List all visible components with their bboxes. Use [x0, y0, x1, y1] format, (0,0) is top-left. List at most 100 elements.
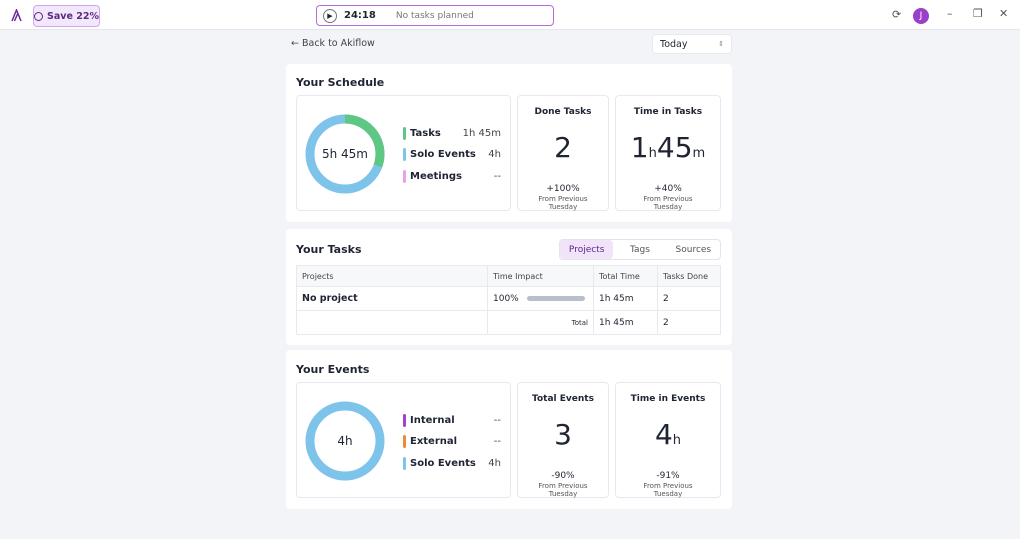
header-row: Projects Time Impact Total Time Tasks Do…: [296, 265, 721, 287]
stat-change: -90%: [551, 471, 575, 481]
tabs: Projects Tags Sources: [559, 239, 721, 260]
save-icon: [34, 11, 44, 21]
tab[interactable]: Sources: [675, 244, 712, 255]
logo[interactable]: [10, 9, 23, 22]
legend-value: 4h: [488, 457, 501, 469]
play-icon: ▶: [323, 8, 337, 23]
legend-value: --: [493, 436, 501, 447]
cell: 2: [657, 310, 721, 335]
stat-value: 4h: [616, 418, 720, 452]
header-cell: Time Impact: [487, 265, 594, 287]
cell: No project: [296, 286, 488, 311]
header-cell: Tasks Done: [657, 265, 721, 287]
timer[interactable]: ▶ 24:18 No tasks planned: [316, 5, 554, 26]
impact: 100%: [493, 293, 519, 304]
stat-card: Done Tasks 2 +100% From Previous Tuesday: [517, 95, 609, 211]
stat-card: Time in Tasks 1h45m +40% From Previous Tues…: [615, 95, 721, 211]
stat-note: From Previous Tuesday: [538, 482, 588, 498]
stat: Total Events 3 -90% From Previous Tuesday: [518, 394, 608, 498]
legend-swatch: [403, 456, 406, 470]
back-link[interactable]: ← Back to Akiflow: [291, 38, 375, 49]
stat-title: Done Tasks: [534, 107, 592, 117]
sync-button[interactable]: ⟳: [892, 8, 902, 21]
cell: [296, 310, 488, 335]
legend-item: Meetings --: [403, 169, 501, 183]
donut-label: 5h 45m: [321, 147, 368, 161]
legend-label: Meetings: [410, 170, 462, 182]
section-title: Your Schedule: [296, 76, 385, 89]
events-summary: 4h Internal -- External -- Solo Events 4h: [296, 382, 511, 498]
legend: Internal -- External -- Solo Events 4h: [403, 413, 501, 478]
stat-number: 2: [554, 131, 572, 164]
stat-change: +40%: [654, 184, 682, 194]
stat-card: Time in Events 4h -91% From Previous Tuesda…: [615, 382, 721, 498]
close-button[interactable]: ✕: [999, 7, 1009, 20]
cell: 1h 45m: [593, 286, 658, 311]
legend-swatch: [403, 169, 406, 183]
stat-note: From Previous Tuesday: [643, 195, 693, 211]
range-select[interactable]: Today ⇕: [652, 34, 732, 54]
stat-note: From Previous Tuesday: [538, 195, 588, 211]
legend-label: Tasks: [410, 127, 441, 139]
save-button[interactable]: Save 22%: [33, 5, 100, 27]
legend-swatch: [403, 435, 406, 448]
cell: Total: [487, 310, 594, 335]
minimize-button[interactable]: –: [947, 7, 953, 20]
donut-label: 4h: [337, 434, 353, 448]
cell: 2: [657, 286, 721, 311]
legend: Tasks 1h 45m Solo Events 4h Meetings --: [403, 126, 501, 191]
section-title: Your Tasks: [296, 243, 362, 256]
stat-value: 1h45m: [616, 131, 720, 165]
stat-title: Total Events: [532, 394, 594, 404]
donut-segment: [305, 114, 385, 194]
stat-unit: h: [672, 433, 682, 448]
header-cell: Total Time: [593, 265, 658, 287]
legend-swatch: [403, 413, 406, 427]
range-label: Today: [660, 38, 688, 50]
legend-label: Solo Events: [410, 457, 476, 469]
donut-segment: [305, 401, 385, 481]
schedule-summary: 5h 45m Tasks 1h 45m Solo Events 4h Meetings -…: [296, 95, 511, 211]
section-title: Your Events: [296, 363, 370, 376]
stat-note: From Previous Tuesday: [643, 482, 693, 498]
legend-value: --: [493, 414, 501, 426]
stat-number: 45: [656, 131, 693, 164]
tab[interactable]: Tags: [630, 244, 650, 255]
legend-item: External --: [403, 435, 501, 449]
legend-label: Internal: [410, 414, 455, 426]
stat-unit: m: [692, 146, 706, 161]
donut: [305, 114, 385, 194]
avatar[interactable]: J: [913, 8, 929, 24]
stat-card: Total Events 3 -90% From Previous Tuesday: [517, 382, 609, 498]
stat-title: Time in Tasks: [633, 107, 703, 117]
total-row: Total 1h 45m 2: [296, 310, 721, 335]
legend-item: Tasks 1h 45m: [403, 126, 501, 140]
stat-title: Time in Events: [630, 394, 706, 404]
stat-change: -91%: [656, 471, 680, 481]
stat: Time in Tasks 1h45m +40% From Previous Tues…: [616, 107, 720, 211]
legend-label: Solo Events: [410, 149, 476, 160]
stat-value: 2: [518, 131, 608, 165]
timer-value: 24:18: [344, 10, 376, 21]
legend-item: Solo Events 4h: [403, 148, 501, 162]
stat-value: 3: [518, 418, 608, 452]
stat-number: 1: [630, 131, 649, 164]
cell: 100%: [487, 286, 594, 311]
legend-item: Internal --: [403, 413, 501, 427]
tab[interactable]: Projects: [560, 240, 614, 259]
legend-value: 4h: [488, 149, 501, 160]
legend-label: External: [410, 436, 458, 447]
stat-number: 3: [554, 418, 572, 451]
impact-bar: [526, 295, 585, 301]
legend-value: --: [493, 170, 501, 182]
back-label: Back to Akiflow: [301, 38, 375, 49]
legend-swatch: [403, 148, 406, 161]
timer-status: No tasks planned: [395, 10, 474, 21]
stat-number: 4: [654, 418, 673, 451]
tasks-table: Projects Time Impact Total Time Tasks Do…: [296, 265, 721, 335]
restore-button[interactable]: ❐: [973, 7, 983, 20]
stat: Time in Events 4h -91% From Previous Tuesda…: [616, 394, 720, 498]
top-bar: Save 22% ▶ 24:18 No tasks planned ⟳ J – …: [0, 0, 1020, 30]
save-label: Save 22%: [47, 10, 99, 22]
